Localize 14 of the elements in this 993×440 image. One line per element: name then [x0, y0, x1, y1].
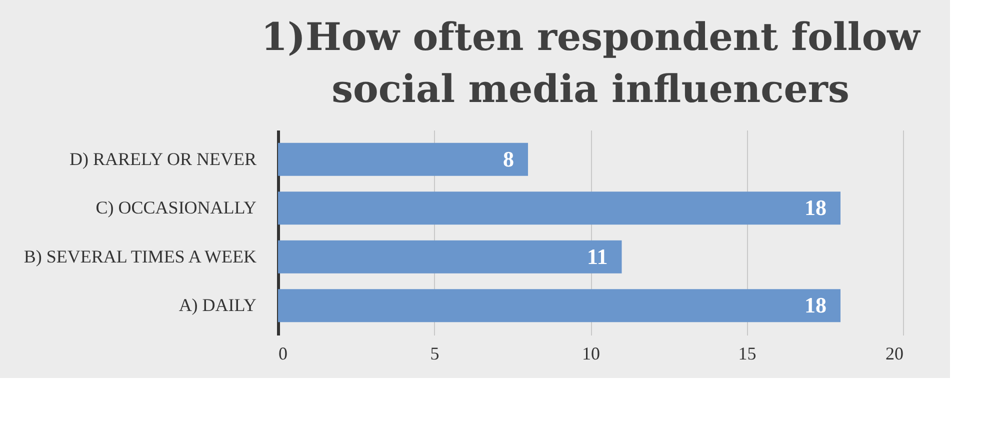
y-tick-label: C) OCCASIONALLY	[96, 198, 256, 218]
y-tick-label: A) DAILY	[178, 295, 256, 316]
y-tick-label: D) RARELY OR NEVER	[69, 148, 256, 169]
data-label: 18	[804, 292, 826, 318]
x-tick-label: 10	[582, 344, 600, 364]
chart-title: 1)How often respondent follow social media influencers	[261, 14, 922, 111]
data-label: 18	[804, 195, 826, 220]
data-label: 11	[586, 244, 608, 269]
x-tick-label: 0	[278, 344, 288, 364]
x-tick-label: 20	[886, 344, 904, 364]
y-tick-label: B) SEVERAL TIMES A WEEK	[24, 246, 256, 266]
x-tick-label: 15	[738, 344, 756, 364]
data-label: 8	[503, 146, 514, 172]
x-tick-label: 5	[430, 344, 440, 364]
